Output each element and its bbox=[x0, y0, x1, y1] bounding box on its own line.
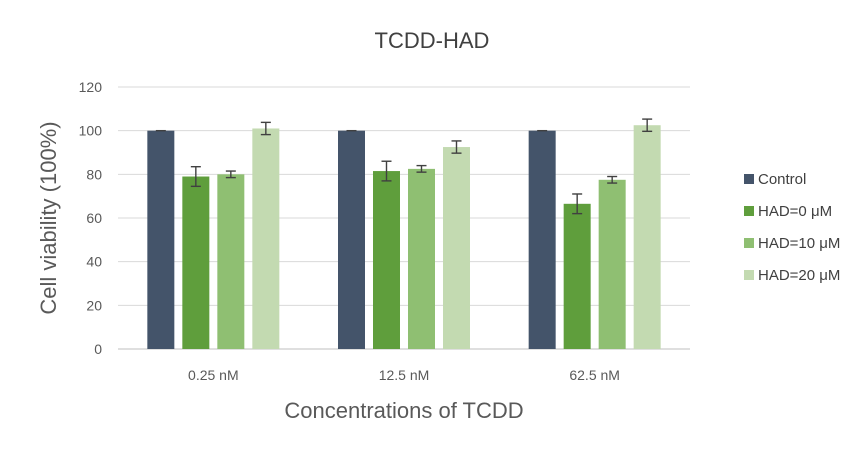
error-bar-0-2 bbox=[225, 170, 236, 179]
bar-0-0 bbox=[147, 130, 175, 349]
legend-label: HAD=10 μM bbox=[758, 235, 840, 252]
y-tick-label-80: 80 bbox=[86, 166, 102, 182]
error-bar-0-3 bbox=[260, 121, 271, 136]
legend-label: Control bbox=[758, 171, 806, 188]
legend-swatch bbox=[744, 238, 754, 248]
error-bar-2-2 bbox=[607, 175, 618, 184]
y-tick-label-100: 100 bbox=[79, 123, 103, 139]
y-tick-label-120: 120 bbox=[79, 79, 103, 95]
bar-2-3 bbox=[633, 125, 661, 349]
bar-0-3 bbox=[252, 128, 280, 349]
y-axis-title: Cell viability (100%) bbox=[36, 121, 61, 314]
y-tick-label-60: 60 bbox=[86, 210, 102, 226]
bar-2-0 bbox=[528, 130, 556, 349]
error-bar-1-3 bbox=[451, 140, 462, 154]
legend-label: HAD=0 μM bbox=[758, 203, 832, 220]
bar-2-2 bbox=[598, 179, 626, 349]
y-tick-label-0: 0 bbox=[94, 341, 102, 357]
error-bar-1-2 bbox=[416, 164, 427, 173]
error-bar-2-1 bbox=[572, 193, 583, 215]
bar-1-0 bbox=[338, 130, 365, 349]
error-bar-0-1 bbox=[190, 165, 201, 188]
legend: Control HAD=0 μM HAD=10 μM HAD=20 μM bbox=[744, 171, 840, 284]
y-axis-ticks: 0 20 40 60 80 100 120 bbox=[79, 79, 103, 357]
legend-item-0: Control bbox=[744, 171, 806, 188]
bar-1-3 bbox=[443, 147, 470, 349]
legend-swatch bbox=[744, 270, 754, 280]
legend-swatch bbox=[744, 174, 754, 184]
gridlines bbox=[118, 86, 690, 350]
y-tick-label-20: 20 bbox=[86, 297, 102, 313]
legend-item-1: HAD=0 μM bbox=[744, 203, 832, 220]
bar-1-1 bbox=[373, 171, 400, 349]
legend-swatch bbox=[744, 206, 754, 216]
x-tick-label-0: 0.25 nM bbox=[188, 367, 239, 383]
chart-title: TCDD-HAD bbox=[375, 28, 490, 53]
y-tick-label-40: 40 bbox=[86, 254, 102, 270]
x-tick-label-2: 62.5 nM bbox=[569, 367, 620, 383]
legend-item-3: HAD=20 μM bbox=[744, 267, 840, 284]
error-bars bbox=[155, 118, 653, 215]
bar-0-2 bbox=[217, 174, 245, 349]
bar-2-1 bbox=[563, 203, 591, 349]
bar-0-1 bbox=[182, 176, 210, 349]
bar-1-2 bbox=[408, 168, 435, 349]
legend-label: HAD=20 μM bbox=[758, 267, 840, 284]
legend-item-2: HAD=10 μM bbox=[744, 235, 840, 252]
x-axis-title: Concentrations of TCDD bbox=[284, 398, 523, 423]
x-tick-label-1: 12.5 nM bbox=[379, 367, 430, 383]
error-bar-2-3 bbox=[642, 118, 653, 133]
error-bar-1-1 bbox=[381, 160, 392, 182]
x-axis-ticks: 0.25 nM 12.5 nM 62.5 nM bbox=[188, 367, 620, 383]
bars bbox=[147, 125, 661, 349]
